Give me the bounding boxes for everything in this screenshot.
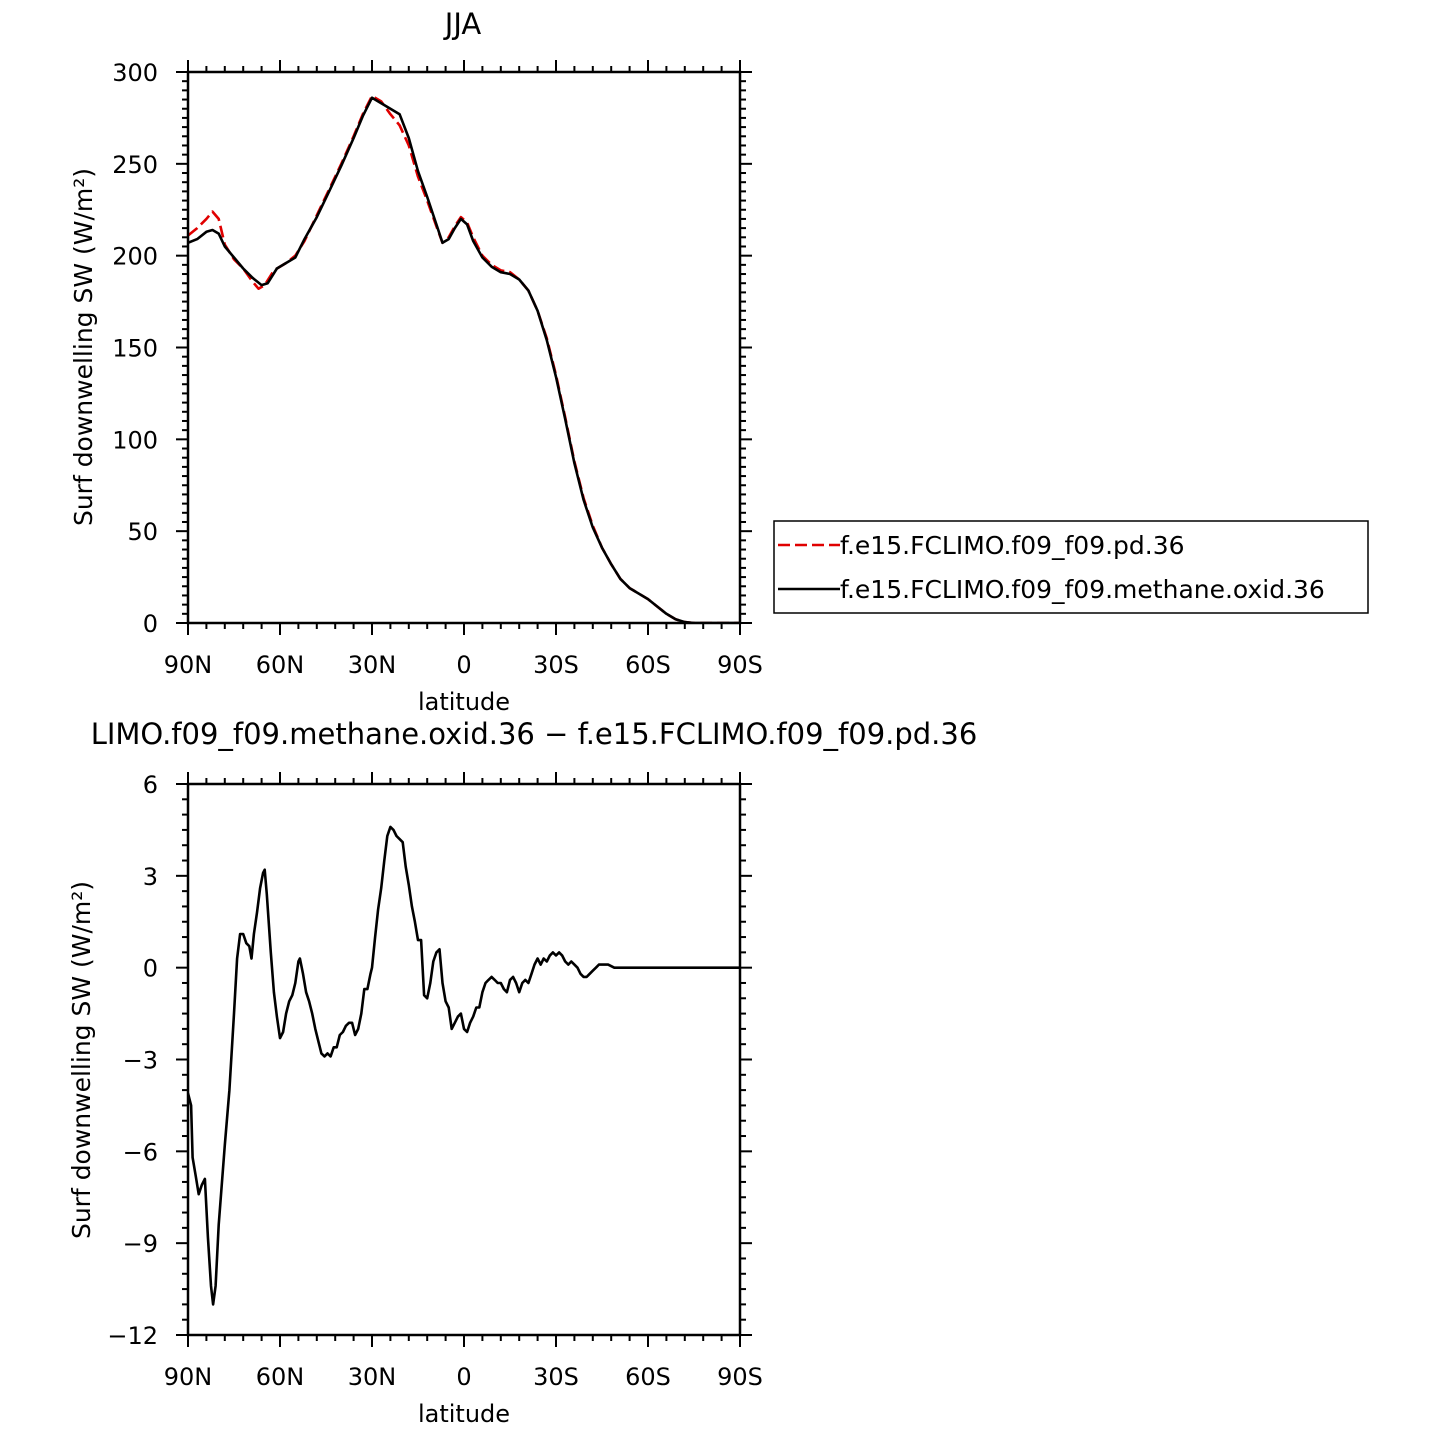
y-tick-label: −3: [123, 1047, 158, 1075]
x-axis-label: latitude: [418, 1400, 510, 1428]
x-tick-label: 60N: [256, 1363, 305, 1391]
legend-box: [773, 520, 1369, 614]
legend-label-2: f.e15.FCLIMO.f09_f09.methane.oxid.36: [840, 575, 1325, 604]
legend: f.e15.FCLIMO.f09_f09.pd.36 f.e15.FCLIMO.f…: [773, 520, 1369, 614]
y-tick-label: 0: [143, 955, 158, 983]
x-tick-label: 90S: [717, 1363, 763, 1391]
y-axis-label: Surf downwelling SW (W/m²): [67, 881, 96, 1239]
y-tick-label: 300: [112, 59, 158, 87]
y-tick-label: 6: [143, 771, 158, 799]
chart-2: 90N 60N 30N 0 30S 60S 90S −12 −9 −6 −3 0 3 6 LIMO.f09_…: [67, 717, 977, 1428]
x-tick-label: 90S: [717, 651, 763, 679]
x-tick-label: 60S: [625, 651, 671, 679]
y-tick-label: 100: [112, 426, 158, 454]
plot-frame: [186, 70, 742, 625]
tick-marks: [176, 772, 752, 1347]
y-tick-label: 200: [112, 243, 158, 271]
y-tick-label: 0: [143, 610, 158, 638]
y-tick-label: 50: [127, 518, 158, 546]
y-tick-label: −12: [107, 1322, 158, 1350]
y-tick-label: 3: [143, 863, 158, 891]
chart-title: JJA: [443, 7, 482, 41]
series-line-2: [188, 96, 740, 623]
x-tick-label: 30N: [348, 1363, 397, 1391]
x-tick-label: 30S: [533, 651, 579, 679]
tick-marks: [176, 60, 752, 635]
x-tick-label: 90N: [164, 651, 213, 679]
series-group: [188, 825, 740, 1306]
series-line-1: [188, 94, 740, 623]
legend-label-1: f.e15.FCLIMO.f09_f09.pd.36: [840, 531, 1185, 560]
x-tick-label: 30N: [348, 651, 397, 679]
chart-title: LIMO.f09_f09.methane.oxid.36 − f.e15.FCL…: [91, 717, 978, 751]
series-line-1: [188, 825, 740, 1306]
y-tick-label: −9: [123, 1230, 158, 1258]
series-group: [188, 94, 740, 623]
x-tick-label: 90N: [164, 1363, 213, 1391]
x-tick-label: 0: [456, 1363, 471, 1391]
chart-1: 90N 60N 30N 0 30S 60S 90S 0 50 100 150 200 250 300 JJA…: [69, 7, 1369, 716]
plot-frame: [186, 782, 742, 1337]
x-tick-label: 60N: [256, 651, 305, 679]
y-tick-label: 250: [112, 151, 158, 179]
y-tick-label: −6: [123, 1138, 158, 1166]
y-axis-label: Surf downwelling SW (W/m²): [69, 168, 98, 526]
y-tick-label: 150: [112, 335, 158, 363]
x-tick-label: 60S: [625, 1363, 671, 1391]
x-axis-label: latitude: [418, 688, 510, 716]
x-tick-label: 0: [456, 651, 471, 679]
x-tick-label: 30S: [533, 1363, 579, 1391]
